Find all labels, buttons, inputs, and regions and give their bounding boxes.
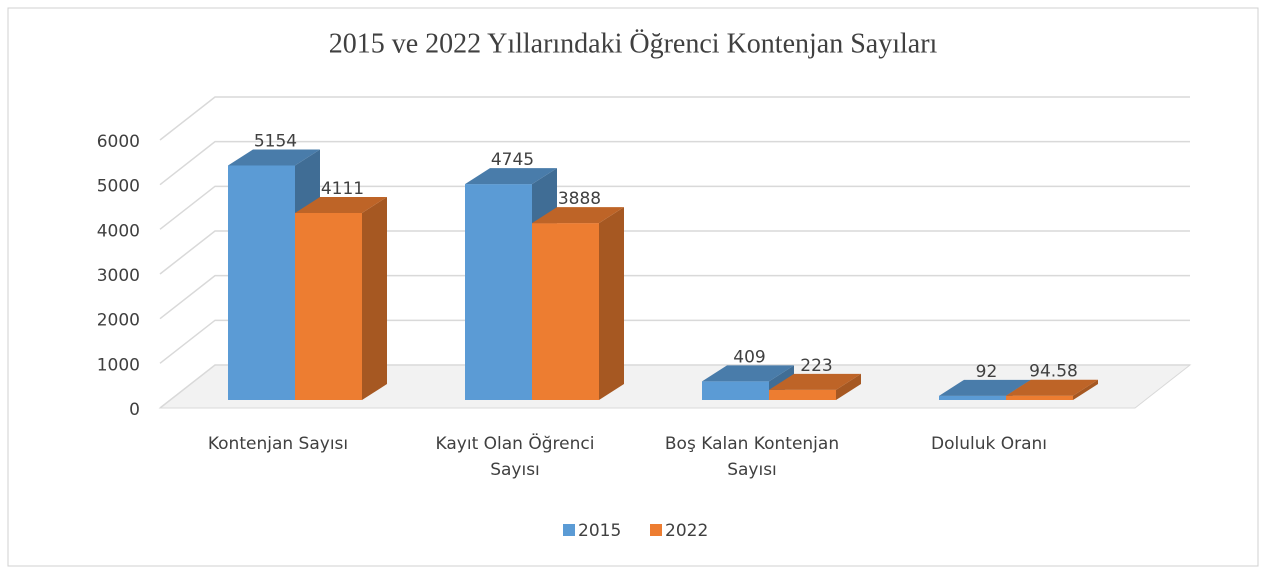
grid-line	[159, 364, 1190, 409]
x-tick-label: Kontenjan Sayısı	[207, 434, 349, 454]
bar-front	[939, 395, 1006, 400]
grid-line	[159, 96, 1190, 141]
y-tick-label: 0	[129, 400, 140, 420]
grid-line	[159, 319, 1190, 364]
bar-front	[702, 381, 769, 400]
data-label: 4111	[321, 179, 364, 199]
bar-front	[228, 165, 295, 400]
x-tick-label: Boş Kalan Kontenjan Sayısı	[664, 434, 840, 480]
chart-border	[7, 7, 1259, 567]
legend-swatch	[563, 524, 575, 536]
y-tick-label: 3000	[97, 266, 140, 286]
bar-front	[532, 223, 599, 400]
legend-swatch	[650, 524, 662, 536]
bar	[1006, 379, 1098, 400]
y-tick-label: 6000	[97, 132, 140, 152]
bar-side	[1073, 379, 1098, 400]
grid-line	[159, 230, 1190, 275]
x-tick-label: Doluluk Oranı	[930, 434, 1048, 454]
y-tick-label: 2000	[97, 311, 140, 331]
chart-title: 2015 ve 2022 Yıllarındaki Öğrenci Konten…	[329, 28, 938, 59]
bar-top	[228, 149, 320, 166]
bar-front	[465, 184, 532, 400]
x-tick-label: Kayıt Olan Öğrenci Sayısı	[435, 434, 595, 480]
bar	[295, 196, 387, 400]
bar-top	[702, 365, 794, 382]
bar-side	[599, 207, 624, 400]
bar	[532, 207, 624, 400]
bar-top	[465, 168, 557, 185]
bar-top	[1006, 379, 1098, 396]
bar-side	[836, 373, 861, 400]
legend-label: 2022	[665, 521, 708, 541]
bar-top	[939, 379, 1031, 396]
data-label: 223	[800, 356, 832, 376]
bar	[769, 373, 861, 400]
grid-line	[159, 274, 1190, 320]
y-tick-label: 4000	[97, 221, 140, 241]
bar-side	[362, 196, 387, 400]
bar-front	[1006, 395, 1073, 400]
bar-top	[769, 373, 861, 390]
grid-line	[159, 140, 1190, 186]
y-tick-label: 5000	[97, 177, 140, 197]
data-label: 92	[976, 362, 998, 382]
bar-top	[532, 207, 624, 224]
legend-label: 2015	[578, 521, 621, 541]
data-label: 4745	[491, 150, 534, 170]
grid-line	[159, 185, 1190, 230]
data-label: 94.58	[1029, 362, 1078, 382]
data-label: 3888	[558, 189, 601, 209]
data-label: 5154	[254, 131, 297, 151]
bar-front	[769, 389, 836, 400]
bar-front	[295, 212, 362, 400]
y-tick-label: 1000	[97, 355, 140, 375]
data-label: 409	[733, 347, 765, 367]
bar-top	[295, 196, 387, 213]
